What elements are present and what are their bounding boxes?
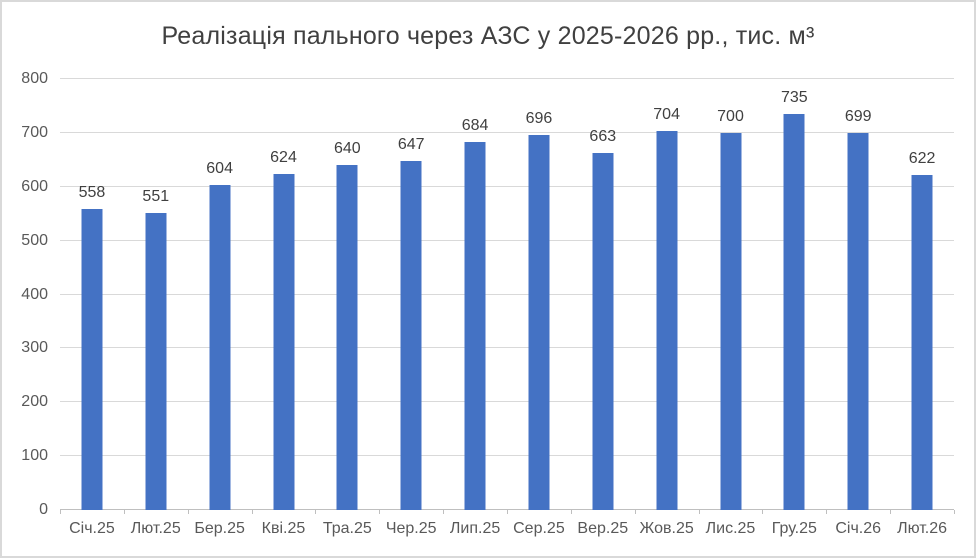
gridline — [60, 131, 954, 133]
gridline — [60, 347, 954, 349]
x-tick-mark — [507, 510, 508, 514]
gridline — [60, 239, 954, 241]
x-tick-mark — [443, 510, 445, 514]
x-tick-label: Січ.25 — [69, 520, 115, 537]
y-tick-label: 200 — [21, 393, 48, 411]
y-tick-label: 0 — [39, 501, 48, 518]
bar-value-label: 551 — [142, 188, 170, 206]
bar-value-label: 622 — [908, 149, 936, 167]
y-tick-label: 500 — [21, 231, 48, 249]
bar-value-label: 696 — [525, 110, 553, 128]
gridline — [60, 78, 954, 79]
bar — [273, 173, 294, 510]
x-tick-mark — [570, 510, 572, 514]
gridline — [60, 401, 954, 403]
x-tick-label: Лип.25 — [449, 520, 501, 537]
bar — [81, 209, 103, 510]
bar — [528, 135, 550, 510]
x-tick-mark — [251, 510, 253, 514]
x-axis-line — [60, 509, 954, 510]
bar — [145, 213, 167, 510]
y-tick-label: 100 — [21, 447, 48, 465]
x-tick-label: Бер.25 — [194, 520, 245, 537]
x-tick-label: Січ.26 — [835, 520, 882, 537]
bar-value-label: 699 — [844, 108, 872, 126]
x-tick-mark — [60, 510, 61, 514]
gridline — [60, 185, 954, 187]
x-tick-label: Вер.25 — [577, 520, 629, 537]
gridline — [60, 293, 954, 295]
bar-value-label: 558 — [78, 184, 106, 202]
bar — [656, 130, 678, 510]
bar-value-label: 663 — [589, 127, 617, 145]
bar — [847, 133, 869, 510]
x-tick-mark — [954, 510, 955, 514]
bar-value-label: 700 — [717, 107, 744, 125]
y-tick-label: 700 — [21, 123, 48, 141]
bar — [464, 141, 486, 510]
bar — [911, 174, 933, 510]
bar-value-label: 624 — [270, 148, 297, 166]
bar — [209, 184, 231, 510]
x-tick-label: Тра.25 — [322, 520, 372, 537]
bar — [592, 152, 614, 510]
bar-value-label: 647 — [397, 136, 425, 154]
plot-area: 558 551 604 624 640 647 684 696 663 704 700 735 699 6… — [60, 78, 955, 514]
bar — [783, 114, 805, 510]
x-tick-label: Лют.25 — [130, 520, 181, 537]
bar-value-label: 735 — [780, 89, 808, 107]
x-tick-mark — [890, 510, 892, 514]
x-tick-mark — [826, 510, 828, 514]
x-tick-label: Лис.25 — [705, 520, 756, 537]
y-axis: 0 100 200 300 400 500 600 700 800 — [2, 70, 48, 518]
gridline — [60, 455, 954, 457]
x-tick-mark — [379, 510, 381, 514]
x-tick-label: Кві.25 — [261, 520, 306, 537]
bar — [720, 132, 741, 510]
bar-value-label: 640 — [333, 140, 361, 158]
bar — [400, 161, 422, 510]
x-tick-label: Сер.25 — [513, 520, 565, 537]
chart-title: Реалізація пального через АЗС у 2025-202… — [161, 22, 815, 50]
x-tick-label: Жов.25 — [639, 520, 694, 537]
x-tick-label: Гру.25 — [771, 520, 817, 537]
y-tick-label: 300 — [21, 339, 48, 357]
y-tick-label: 800 — [21, 70, 48, 87]
bar — [336, 165, 358, 510]
bar-value-label: 684 — [461, 116, 489, 134]
x-axis: Січ.25 Лют.25 Бер.25 Кві.25 Тра.25 Чер.25 Лип.… — [60, 518, 954, 540]
x-tick-mark — [187, 510, 189, 514]
y-tick-label: 400 — [21, 285, 48, 303]
x-tick-mark — [698, 510, 700, 514]
x-tick-label: Лют.26 — [897, 520, 948, 537]
bar-value-label: 704 — [653, 105, 680, 123]
x-tick-label: Чер.25 — [385, 520, 437, 537]
x-tick-mark — [762, 510, 764, 514]
x-tick-mark — [634, 510, 636, 514]
x-tick-mark — [315, 510, 317, 514]
y-tick-label: 600 — [21, 177, 48, 195]
bar-value-label: 604 — [206, 159, 233, 177]
x-tick-mark — [123, 510, 125, 514]
